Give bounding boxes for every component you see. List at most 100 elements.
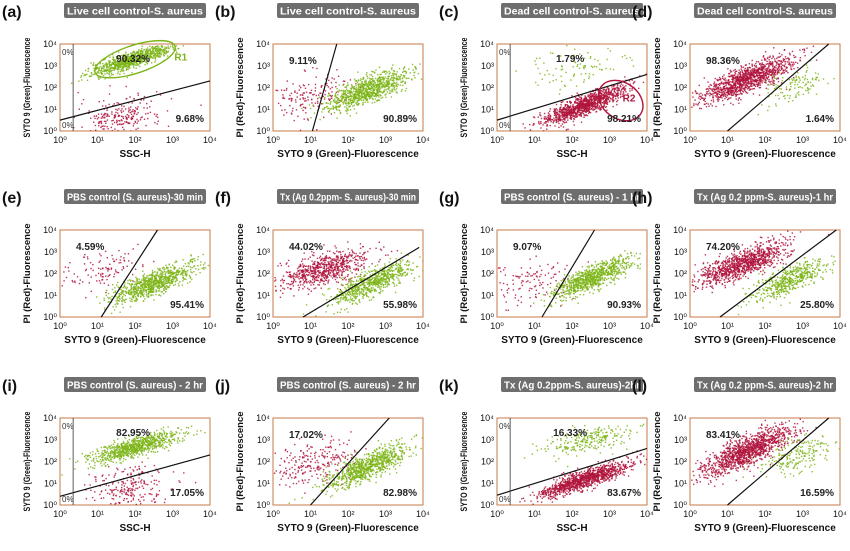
point-green — [366, 88, 368, 91]
point-green — [98, 68, 100, 71]
point-red — [709, 94, 711, 97]
point-green — [827, 82, 829, 85]
point-red — [132, 115, 134, 117]
point-red — [104, 113, 106, 115]
point-green — [363, 94, 366, 97]
point-red — [763, 58, 766, 60]
x-tick-label: 10⁴ — [203, 135, 217, 145]
point-red — [694, 99, 696, 101]
point-green — [128, 279, 131, 281]
point-red — [759, 80, 761, 82]
point-red — [595, 107, 597, 109]
point-red — [774, 58, 776, 60]
point-red — [735, 78, 738, 81]
point-red — [724, 95, 727, 98]
point-green — [359, 95, 361, 97]
point-green — [378, 66, 381, 69]
point-green — [396, 92, 398, 94]
point-green — [321, 111, 323, 113]
point-red — [580, 109, 583, 112]
point-green — [377, 79, 379, 81]
point-green — [157, 56, 159, 58]
point-green — [117, 68, 119, 70]
point-red — [783, 60, 785, 62]
point-red — [700, 92, 702, 95]
region-label: R1 — [174, 52, 187, 63]
point-green — [378, 83, 380, 85]
point-red — [594, 104, 596, 106]
point-red — [583, 106, 585, 108]
point-green — [104, 70, 106, 72]
point-green — [346, 84, 348, 87]
point-green — [164, 48, 166, 50]
point-green — [382, 81, 384, 83]
point-green — [350, 91, 352, 93]
point-green — [807, 81, 809, 84]
point-red — [752, 67, 754, 70]
point-green — [112, 67, 114, 69]
point-red — [608, 96, 610, 98]
point-red — [773, 66, 776, 68]
point-green — [393, 74, 395, 76]
point-green — [117, 62, 119, 64]
point-green — [612, 68, 615, 71]
point-red — [748, 80, 750, 83]
point-red — [793, 67, 795, 70]
point-green — [360, 88, 362, 90]
point-red — [575, 116, 577, 118]
panel-title-box — [277, 3, 419, 18]
point-red — [582, 103, 584, 106]
point-red — [713, 86, 715, 88]
point-red — [744, 80, 747, 82]
point-green — [355, 102, 358, 104]
point-red — [729, 88, 731, 90]
point-green — [799, 79, 801, 81]
point-red — [723, 91, 725, 93]
point-red — [114, 128, 116, 130]
point-green — [161, 45, 163, 47]
point-green — [128, 53, 130, 55]
point-red — [293, 119, 295, 122]
y-tick-label: 10⁰ — [673, 126, 687, 136]
point-red — [739, 78, 741, 80]
point-green — [122, 299, 124, 301]
point-red — [774, 71, 776, 73]
point-green — [345, 97, 347, 100]
point-green — [420, 78, 423, 80]
point-red — [583, 99, 585, 101]
point-red — [754, 70, 756, 72]
point-red — [748, 67, 750, 69]
point-green — [113, 69, 115, 72]
point-red — [611, 94, 614, 96]
point-red — [109, 85, 111, 87]
point-green — [120, 69, 122, 71]
point-red — [787, 72, 789, 74]
point-red — [282, 96, 284, 98]
point-red — [771, 78, 773, 80]
point-red — [747, 77, 750, 80]
point-red — [300, 86, 302, 89]
point-green — [124, 56, 127, 58]
point-red — [83, 263, 86, 265]
point-green — [98, 77, 100, 79]
point-red — [118, 108, 120, 110]
point-red — [707, 103, 710, 105]
point-green — [402, 84, 404, 87]
point-green — [148, 55, 151, 58]
point-green — [792, 100, 794, 102]
point-red — [739, 74, 742, 77]
point-red — [803, 48, 805, 50]
point-green — [145, 52, 147, 54]
point-red — [772, 64, 774, 67]
point-green — [152, 48, 154, 50]
point-green — [377, 90, 379, 92]
point-green — [392, 84, 394, 86]
point-red — [788, 52, 791, 54]
point-red — [569, 101, 571, 103]
point-red — [740, 65, 742, 67]
point-red — [629, 90, 631, 92]
point-red — [599, 108, 601, 110]
point-red — [629, 87, 631, 90]
point-red — [275, 89, 277, 91]
point-red — [763, 75, 766, 77]
